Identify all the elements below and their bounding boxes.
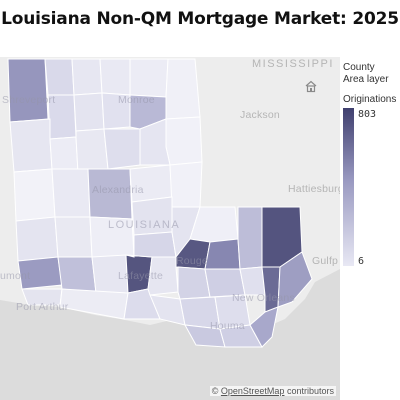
parish-madison[interactable] <box>165 116 203 166</box>
parish-beauregard[interactable] <box>15 216 59 262</box>
parish-orleans[interactable] <box>277 251 313 308</box>
map-legend: County Area layer Originations 803 6 <box>343 62 400 267</box>
legend-layer-title: County <box>343 62 375 73</box>
label-gulfport: Gulfp <box>312 255 339 267</box>
parish-tangipahoa[interactable] <box>237 206 263 270</box>
osm-link[interactable]: OpenStreetMap <box>220 386 285 396</box>
parish-sabine[interactable] <box>13 168 56 222</box>
parish-jeff-davis[interactable] <box>57 256 97 294</box>
parish-winn[interactable] <box>103 128 141 170</box>
legend-color-ramp <box>343 108 354 266</box>
label-mississippi: MISSISSIPPI <box>252 58 334 70</box>
parish-claiborne[interactable] <box>71 58 103 96</box>
map-title: Louisiana Non-QM Mortgage Market: 2025 <box>1 9 399 29</box>
parish-bienville[interactable] <box>73 92 105 132</box>
map-attribution: © OpenStreetMap contributors <box>209 386 336 396</box>
home-icon <box>305 80 317 93</box>
label-louisiana: LOUISIANA <box>108 219 181 231</box>
parish-livingston[interactable] <box>204 238 241 270</box>
label-baton-rouge: Rouge <box>176 255 208 267</box>
label-monroe: Monroe <box>118 94 155 106</box>
parish-allen[interactable] <box>54 216 93 258</box>
parish-natchitoches[interactable] <box>75 128 109 174</box>
choropleth-map[interactable] <box>0 57 340 400</box>
parish-st-john[interactable] <box>239 266 266 296</box>
parish-layer <box>7 58 313 348</box>
label-beaumont: umont <box>0 270 31 282</box>
label-port-arthur: Port Arthur <box>16 301 69 313</box>
parish-east-carroll[interactable] <box>165 58 201 120</box>
label-alexandria: Alexandria <box>92 184 144 196</box>
label-lafayette: Lafayette <box>118 270 163 282</box>
parish-jefferson[interactable] <box>261 266 281 313</box>
label-new-orleans: New Orleans <box>232 292 295 304</box>
label-jackson: Jackson <box>240 109 280 121</box>
parish-st-landry[interactable] <box>125 231 177 258</box>
parish-desoto[interactable] <box>9 118 53 173</box>
legend-field: Originations <box>343 94 397 105</box>
label-shreveport: Shreveport <box>2 94 56 106</box>
parish-vernon-north[interactable] <box>51 168 91 218</box>
map-view[interactable]: MISSISSIPPI Jackson Hattiesburg Gulfp Sh… <box>0 57 340 400</box>
parish-morehouse[interactable] <box>129 58 169 98</box>
parish-caldwell[interactable] <box>139 118 171 166</box>
parish-caddo[interactable] <box>7 58 49 123</box>
parish-bossier-north[interactable] <box>44 58 75 96</box>
legend-min-value: 6 <box>358 256 365 267</box>
label-hattiesburg: Hattiesburg <box>288 183 340 195</box>
parish-plaquemines[interactable] <box>249 306 279 348</box>
gulf-water <box>0 269 340 400</box>
label-houma: Houma <box>210 320 245 332</box>
parish-concordia[interactable] <box>169 161 203 208</box>
legend-layer-subtitle: Area layer <box>343 74 389 85</box>
parish-union[interactable] <box>99 58 131 96</box>
home-button[interactable] <box>302 77 320 95</box>
legend-max-value: 803 <box>358 109 377 120</box>
parish-red-river[interactable] <box>49 136 79 174</box>
